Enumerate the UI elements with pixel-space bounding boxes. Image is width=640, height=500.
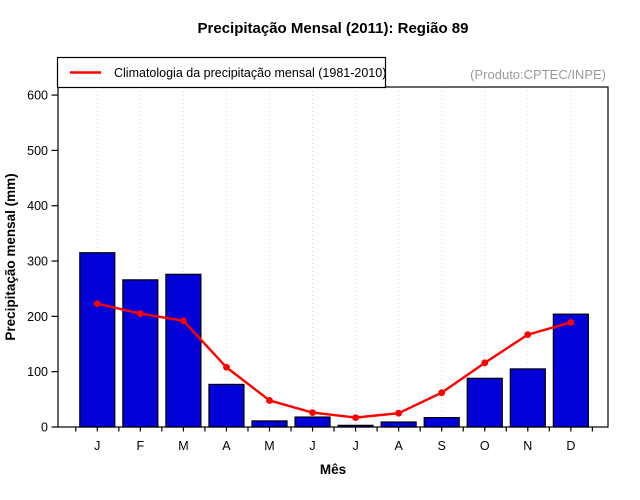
x-tick-label-4: M <box>264 439 274 453</box>
bar-f1 <box>122 279 159 428</box>
x-axis-label: Mês <box>320 462 346 477</box>
x-tick-label-5: J <box>309 439 315 453</box>
climatology-point-6 <box>352 414 359 421</box>
climatology-line <box>97 302 572 419</box>
bar-a7 <box>380 421 417 428</box>
climatology-point-7 <box>395 409 403 417</box>
y-axis-label: Precipitação mensal (mm) <box>3 173 18 340</box>
bar-s8 <box>423 416 460 428</box>
x-tick-label-8: S <box>438 439 446 453</box>
legend-label: Climatologia da precipitação mensal (198… <box>114 66 386 80</box>
climatology-point-4 <box>266 397 273 404</box>
climatology-point-11 <box>567 319 575 326</box>
climatology-point-1 <box>136 310 144 317</box>
x-tick-label-10: N <box>523 439 532 453</box>
x-tick-label-2: M <box>178 439 188 453</box>
y-tick-label-600: 600 <box>27 89 48 103</box>
bar-n10 <box>509 368 546 428</box>
climatology-point-9 <box>481 359 489 367</box>
y-tick-label-400: 400 <box>27 199 48 213</box>
bar-d11 <box>552 313 589 428</box>
bar-o9 <box>466 377 503 428</box>
y-tick-label-200: 200 <box>27 310 48 324</box>
x-tick-label-9: O <box>480 439 490 453</box>
bar-m2 <box>165 273 202 428</box>
x-tick-label-3: A <box>222 439 231 453</box>
climatology-point-2 <box>180 317 187 325</box>
bar-j0 <box>79 252 116 428</box>
climatology-point-3 <box>223 363 230 371</box>
legend-box <box>56 56 387 89</box>
x-tick-label-0: J <box>94 439 100 453</box>
climatology-point-0 <box>93 300 101 308</box>
chart-title: Precipitação Mensal (2011): Região 89 <box>198 20 469 37</box>
legend: Climatologia da precipitação mensal (198… <box>56 56 387 89</box>
x-tick-label-7: A <box>394 439 403 453</box>
climatology-point-5 <box>309 409 316 417</box>
x-tick-label-11: D <box>566 439 575 453</box>
product-annotation: (Produto:CPTEC/INPE) <box>470 67 606 82</box>
y-tick-label-500: 500 <box>27 144 48 158</box>
climatology-point-10 <box>524 331 532 339</box>
y-tick-label-100: 100 <box>27 365 48 379</box>
bar-j5 <box>294 416 331 428</box>
x-tick-label-6: J <box>352 439 358 453</box>
plot-area: 0 100 200 300 400 500 600 J F M A M J J A S O N D <box>27 86 609 453</box>
bar-m4 <box>251 420 288 428</box>
y-tick-label-300: 300 <box>27 255 48 269</box>
climatology-point-8 <box>438 389 446 397</box>
bar-a3 <box>208 383 245 428</box>
y-tick-label-0: 0 <box>41 421 48 435</box>
x-tick-label-1: F <box>137 439 145 453</box>
